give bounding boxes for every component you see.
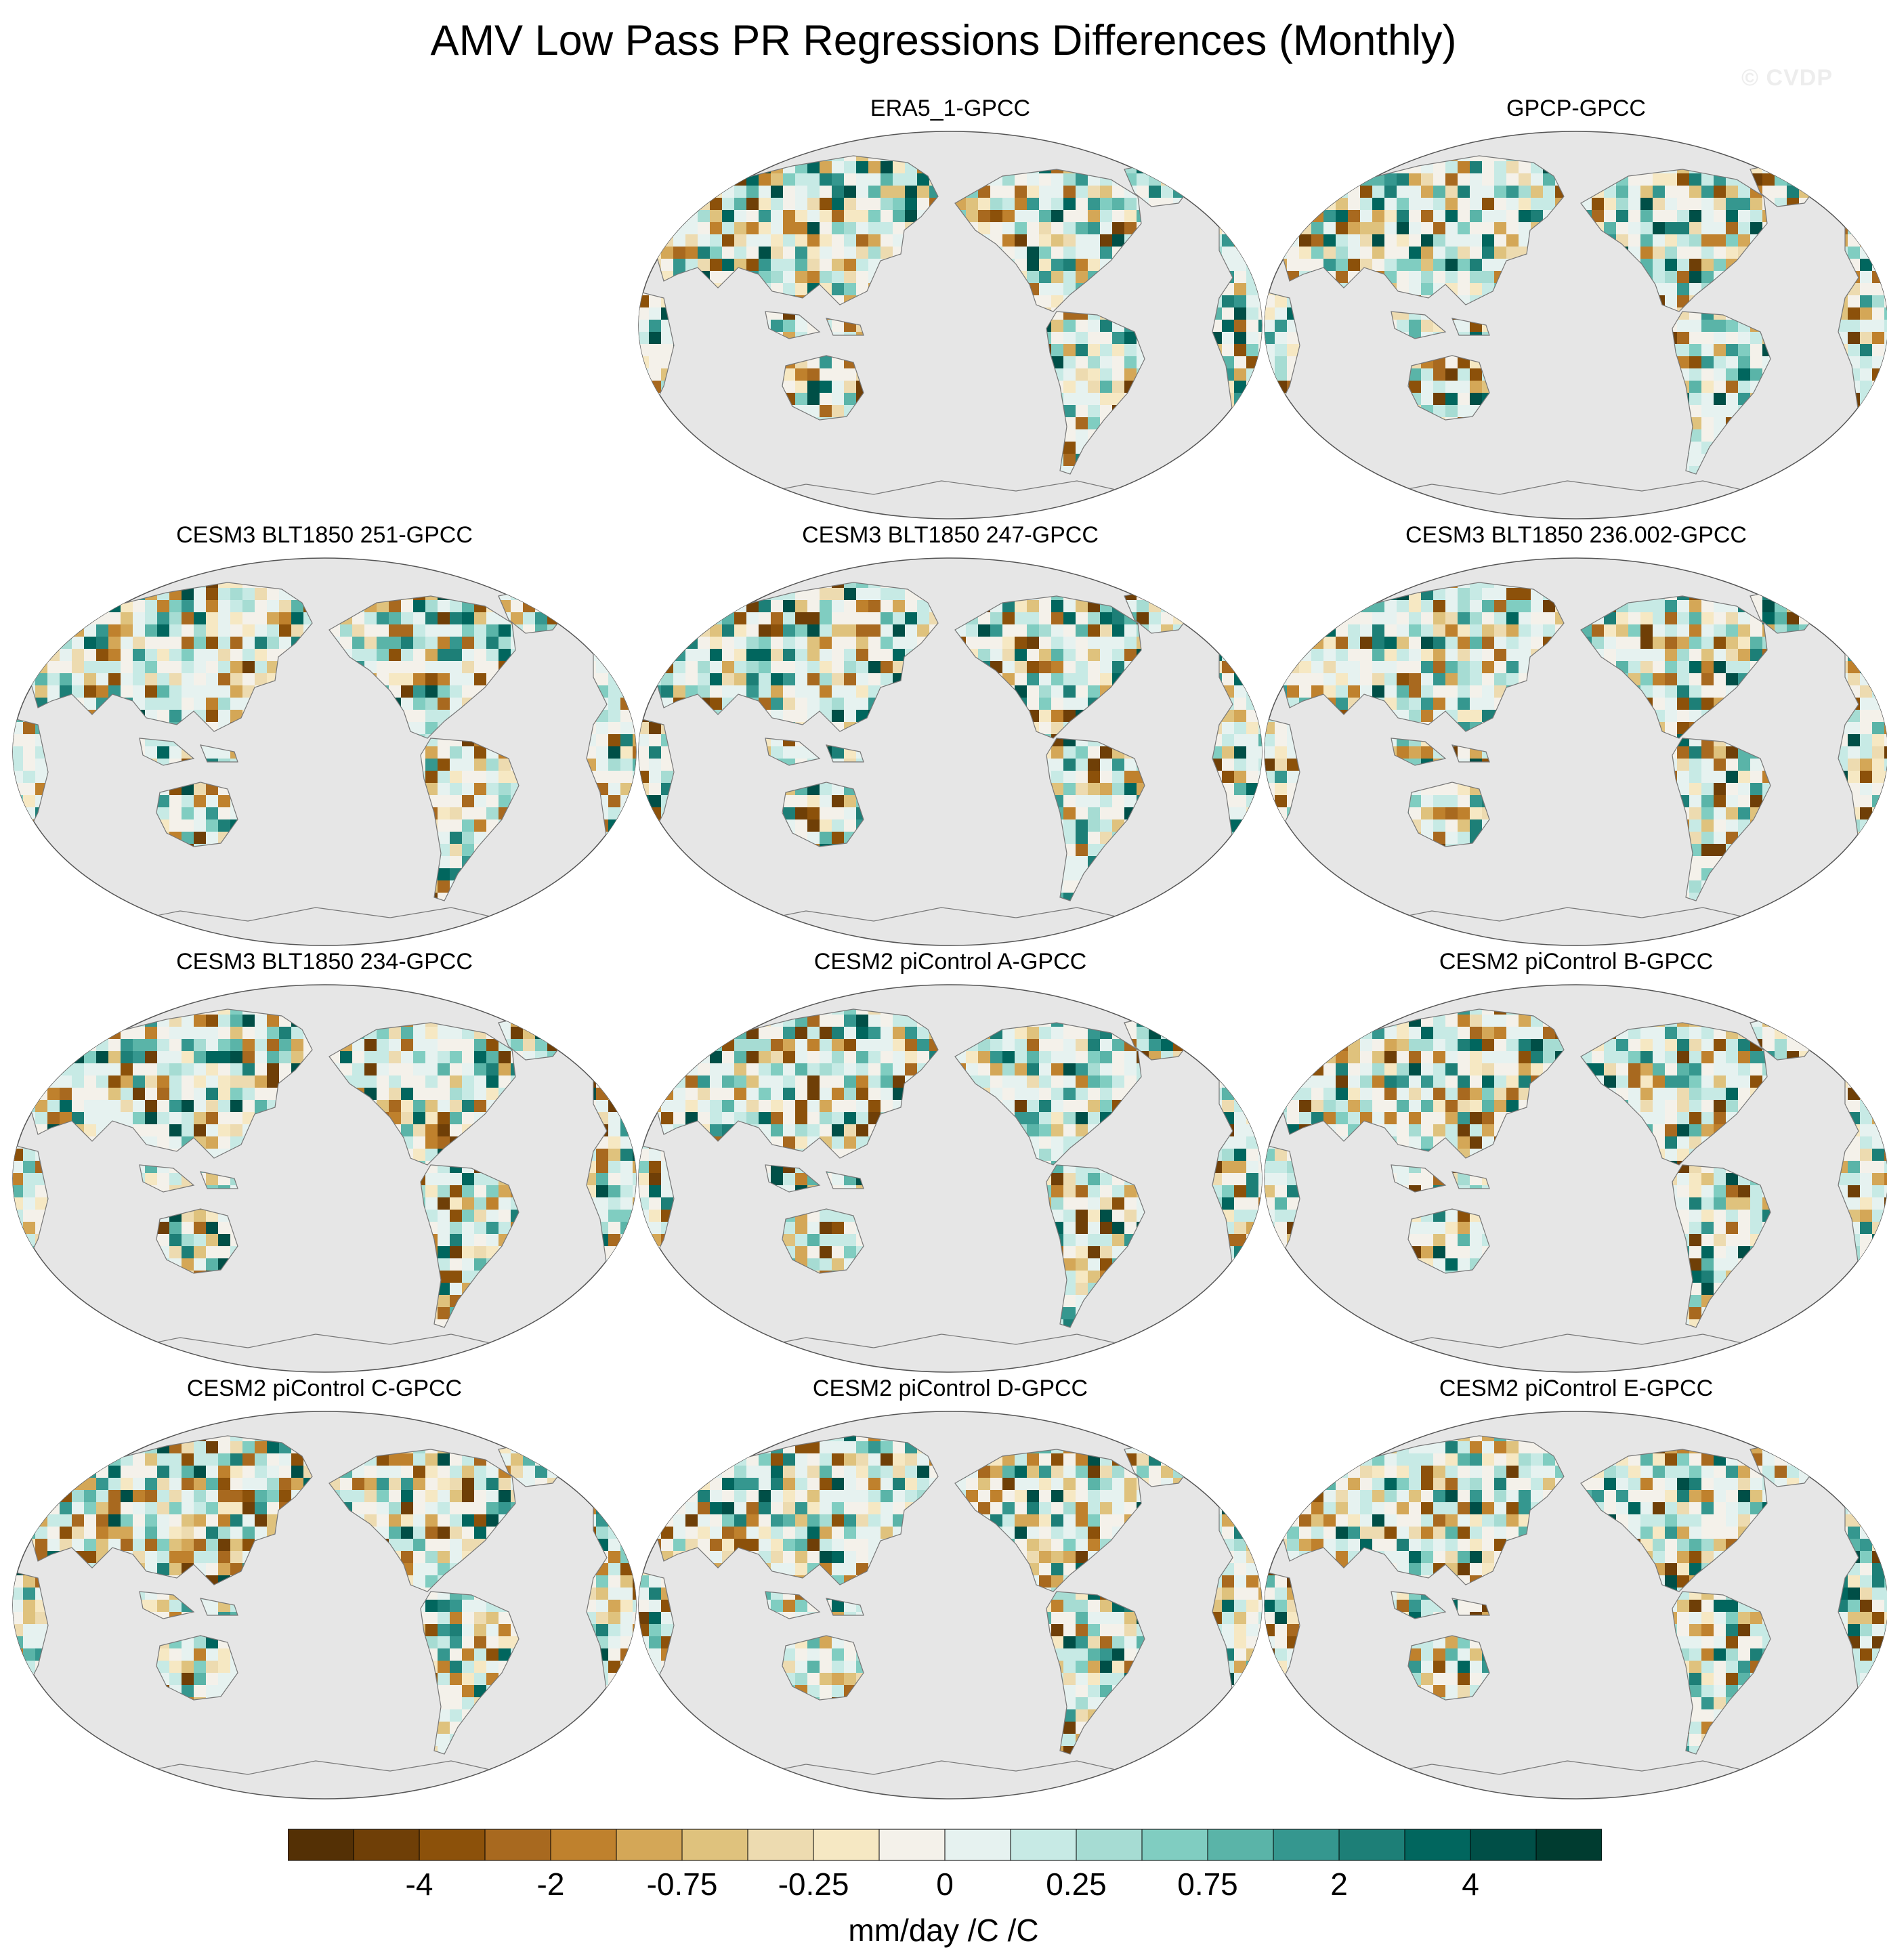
colorbar-swatch [1207, 1829, 1274, 1861]
panel-title: CESM2 piControl A-GPCC [813, 949, 1087, 975]
globe-map [638, 1411, 1263, 1799]
map-panel: CESM2 piControl C-GPCC [11, 1375, 638, 1815]
colorbar-swatch [813, 1829, 880, 1861]
colorbar-swatch [550, 1829, 617, 1861]
panel-title: CESM2 piControl E-GPCC [1439, 1376, 1714, 1401]
map-panel: CESM2 piControl B-GPCC [1263, 948, 1887, 1388]
globe-map [12, 557, 637, 946]
panel-title: CESM3 BLT1850 247-GPCC [802, 522, 1099, 548]
panel-title: CESM3 BLT1850 234-GPCC [176, 949, 473, 975]
colorbar-swatch [1470, 1829, 1537, 1861]
globe-map [12, 1411, 637, 1799]
globe-map [638, 131, 1263, 519]
globe-map [1264, 1411, 1887, 1799]
antarctica-coastline [738, 907, 1152, 925]
colorbar-swatch [1535, 1829, 1602, 1861]
panel-title: CESM2 piControl C-GPCC [186, 1376, 463, 1401]
colorbar-swatch [484, 1829, 551, 1861]
panel-title: CESM2 piControl B-GPCC [1439, 949, 1714, 975]
globe-map [1264, 984, 1887, 1373]
colorbar-units: mm/day /C /C [848, 1913, 1039, 1948]
colorbar-swatch [944, 1829, 1011, 1861]
antarctica-coastline [1363, 907, 1778, 925]
antarctica-coastline [1363, 480, 1778, 498]
antarctica-coastline [112, 907, 526, 925]
map-panel: CESM3 BLT1850 234-GPCC [11, 948, 638, 1388]
globe-map [1264, 131, 1887, 519]
colorbar-swatch [419, 1829, 486, 1861]
colorbar-tick-label: -0.75 [646, 1867, 718, 1902]
colorbar-tick-label: 0.25 [1046, 1867, 1107, 1902]
watermark: © CVDP [1741, 65, 1833, 91]
page-title: AMV Low Pass PR Regressions Differences … [430, 17, 1457, 64]
colorbar-swatch [1141, 1829, 1208, 1861]
globe-map [1264, 557, 1887, 946]
colorbar-swatch [1338, 1829, 1405, 1861]
panel-title: CESM3 BLT1850 251-GPCC [176, 522, 473, 548]
map-panel: CESM3 BLT1850 236.002-GPCC [1263, 521, 1887, 962]
colorbar-swatch [288, 1829, 354, 1861]
colorbar-swatch [1273, 1829, 1340, 1861]
colorbar-swatch [681, 1829, 748, 1861]
map-panel: CESM3 BLT1850 247-GPCC [637, 521, 1264, 962]
colorbar-swatch [353, 1829, 420, 1861]
panel-title: CESM2 piControl D-GPCC [812, 1376, 1088, 1401]
colorbar-tick-label: 2 [1330, 1867, 1348, 1902]
colorbar-tick-label: 4 [1462, 1867, 1479, 1902]
map-panel: CESM2 piControl D-GPCC [637, 1375, 1264, 1815]
colorbar-swatch [616, 1829, 683, 1861]
antarctica-coastline [738, 1334, 1152, 1352]
map-panel: GPCP-GPCC [1263, 95, 1887, 535]
panel-title: ERA5_1-GPCC [870, 95, 1031, 121]
map-panel: CESM3 BLT1850 251-GPCC [11, 521, 638, 962]
colorbar-tick-label: -2 [536, 1867, 565, 1902]
map-panel: CESM2 piControl E-GPCC [1263, 1375, 1887, 1815]
globe-map [638, 984, 1263, 1373]
colorbar-swatch [1076, 1829, 1143, 1861]
colorbar-swatch [1010, 1829, 1077, 1861]
colorbar-tick-label: 0 [936, 1867, 954, 1902]
antarctica-coastline [738, 1760, 1152, 1778]
antarctica-coastline [738, 480, 1152, 498]
colorbar-tick-label: -4 [405, 1867, 433, 1902]
map-panel: ERA5_1-GPCC [637, 95, 1264, 535]
map-panel: CESM2 piControl A-GPCC [637, 948, 1264, 1388]
colorbar-tick-label: -0.25 [778, 1867, 849, 1902]
colorbar-swatch [878, 1829, 946, 1861]
antarctica-coastline [1363, 1334, 1778, 1352]
colorbar-tick-label: 0.75 [1177, 1867, 1238, 1902]
globe-map [12, 984, 637, 1373]
colorbar-swatch [747, 1829, 814, 1861]
antarctica-coastline [112, 1334, 526, 1352]
antarctica-coastline [112, 1760, 526, 1778]
colorbar [288, 1829, 1602, 1861]
colorbar-swatch [1404, 1829, 1471, 1861]
globe-map [638, 557, 1263, 946]
panel-title: GPCP-GPCC [1506, 95, 1646, 121]
panel-title: CESM3 BLT1850 236.002-GPCC [1405, 522, 1747, 548]
antarctica-coastline [1363, 1760, 1778, 1778]
